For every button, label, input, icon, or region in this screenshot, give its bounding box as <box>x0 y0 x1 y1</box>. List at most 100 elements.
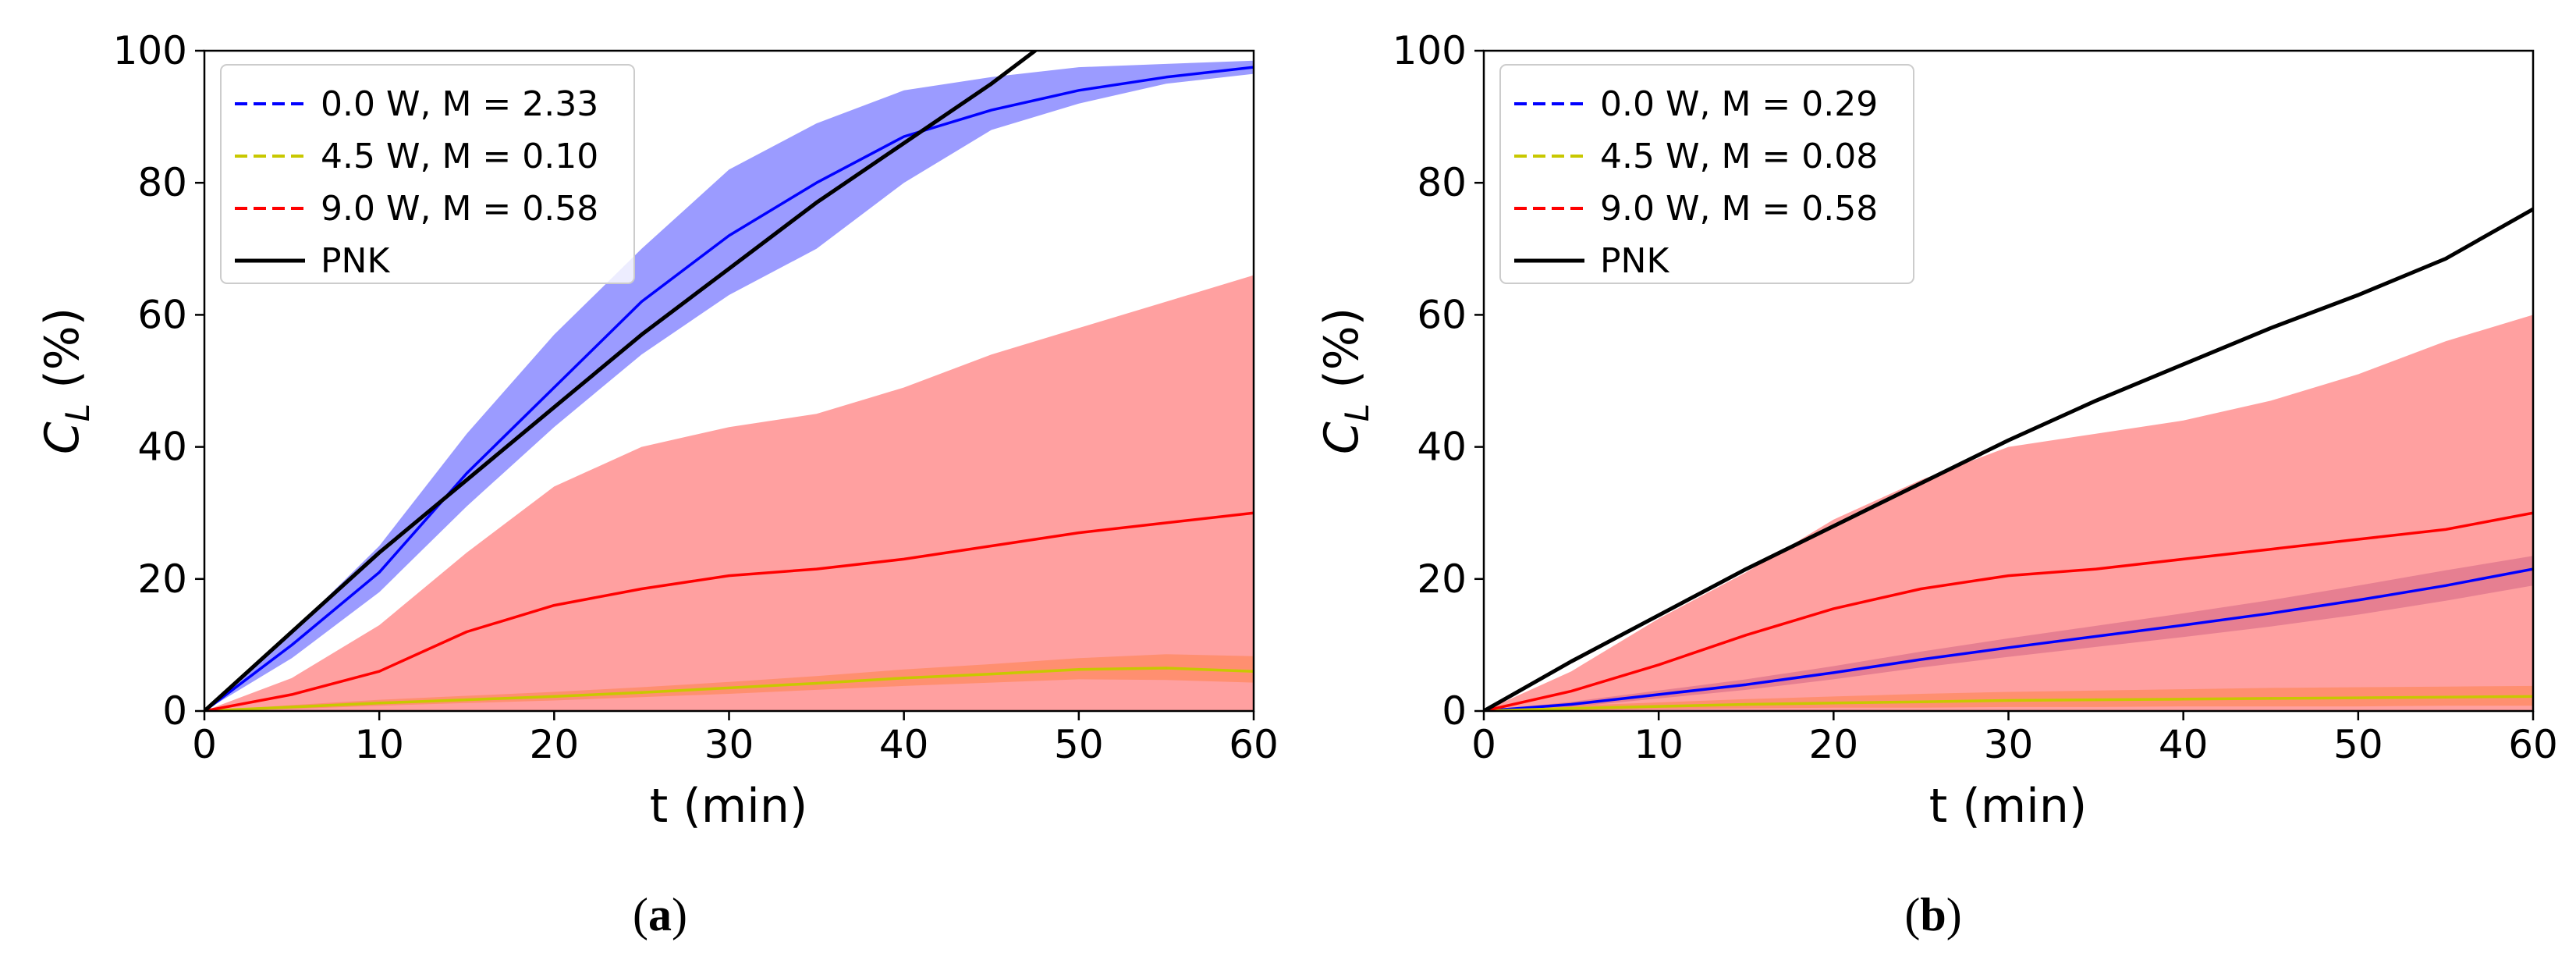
panel-b-point-series-2-3 <box>1745 634 1747 636</box>
panel-b-x-tick-label-3: 30 <box>1984 722 2034 767</box>
panel-b-point-series-2-9 <box>2269 548 2272 550</box>
panel-b-point-series-1-9 <box>2269 697 2272 699</box>
panel-a-point-series-1-3 <box>466 699 468 701</box>
panel-b-point-series-0-7 <box>2095 635 2097 638</box>
panel-b-point-series-1-6 <box>2007 699 2010 702</box>
panel-a-x-tick-label-6: 60 <box>1229 722 1279 767</box>
panel-a-point-series-1-4 <box>553 695 555 698</box>
panel-a-point-series-1-6 <box>728 687 730 689</box>
panel-b-point-series-1-7 <box>2095 699 2097 701</box>
panel-a-band-series-0 <box>204 60 1254 711</box>
panel-b-label-close: ) <box>1946 889 1962 940</box>
panel-b-legend-label-1: 4.5 W, M = 0.08 <box>1600 137 1878 176</box>
panel-b-point-series-2-4 <box>1833 607 1835 610</box>
panel-b-y-tick-label-2: 40 <box>1417 425 1467 470</box>
panel-a-label-letter: a <box>648 889 672 940</box>
panel-b-point-series-2-2 <box>1658 663 1660 666</box>
panel-b-x-tick-label-4: 40 <box>2159 722 2209 767</box>
panel-a-point-series-0-11 <box>1165 76 1167 78</box>
panel-a-legend-label-1: 4.5 W, M = 0.10 <box>321 137 598 176</box>
panel-b-point-series-2-5 <box>1920 588 1922 590</box>
panel-b-y-axis-label: CL (%) <box>1315 308 1376 454</box>
panel-b-label-letter: b <box>1920 889 1946 940</box>
panel-a-ticks: 0 10 20 30 40 50 60 0 20 40 60 80 100 <box>113 28 1279 767</box>
panel-a-point-series-1-10 <box>1077 668 1080 670</box>
panel-b-point-series-0-3 <box>1745 684 1747 686</box>
panel-a-point-series-2-9 <box>990 545 992 547</box>
panel-a-point-series-1-1 <box>291 706 293 708</box>
panel-b-y-tick-label-5: 100 <box>1393 28 1467 73</box>
panel-a-x-tick-label-5: 50 <box>1054 722 1104 767</box>
panel-b-point-series-2-6 <box>2007 574 2010 577</box>
panel-b-point-series-0-4 <box>1833 671 1835 674</box>
panel-a-point-series-2-2 <box>378 670 381 673</box>
panel-b-line-series-3 <box>1484 207 2533 711</box>
panel-a-legend-label-2: 9.0 W, M = 0.58 <box>321 189 598 229</box>
panel-a-y-tick-label-5: 100 <box>113 28 187 73</box>
panel-b-ticks: 0 10 20 30 40 50 60 0 20 40 60 80 100 <box>1393 28 2558 767</box>
panel-a-y-tick-label-0: 0 <box>162 688 187 734</box>
panel-b-y-axis-label-unit: (%) <box>1315 308 1369 404</box>
panel-a-point-series-0-9 <box>990 109 992 112</box>
panel-a-label-close: ) <box>672 889 687 940</box>
panel-a-y-tick-label-2: 40 <box>137 425 187 470</box>
panel-b-point-series-0-8 <box>2182 624 2184 627</box>
panel-b-x-tick-label-5: 50 <box>2333 722 2383 767</box>
panel-b-line-series-1 <box>1484 695 2533 711</box>
panel-a-point-series-1-7 <box>815 682 818 684</box>
panel-b-y-tick-label-3: 60 <box>1417 292 1467 337</box>
panel-a-band-series-2 <box>204 275 1254 711</box>
panel-a-y-tick-label-4: 80 <box>137 160 187 205</box>
panel-b-point-series-0-1 <box>1570 703 1573 706</box>
panel-a-point-series-1-11 <box>1165 667 1167 670</box>
panel-a-point-series-1-8 <box>903 677 905 679</box>
panel-b-y-axis-label-main: C <box>1315 421 1369 454</box>
panel-b-legend-label-3: PNK <box>1600 241 1669 281</box>
panel-a-point-series-0-8 <box>903 136 905 138</box>
panel-a-x-tick-label-3: 30 <box>704 722 754 767</box>
panel-a-point-series-0-5 <box>640 300 643 303</box>
panel-b-point-series-2-10 <box>2357 539 2359 541</box>
panel-a-point-series-2-5 <box>640 588 643 590</box>
panel-b-y-tick-label-0: 0 <box>1442 688 1467 734</box>
panel-a-legend: 0.0 W, M = 2.33 4.5 W, M = 0.10 9.0 W, M =… <box>220 64 635 284</box>
panel-a-line-series-3 <box>204 51 1038 711</box>
panel-b-y-tick-label-4: 80 <box>1417 160 1467 205</box>
panel-b-point-series-1-2 <box>1658 706 1660 708</box>
panel-a-label-open: ( <box>633 889 648 940</box>
panel-a-point-series-2-10 <box>1077 531 1080 534</box>
panel-a-y-axis-label-main: C <box>35 421 90 454</box>
panel-a-legend-label-3: PNK <box>321 241 390 281</box>
panel-b-legend-label-0: 0.0 W, M = 0.29 <box>1600 84 1878 124</box>
panel-b-point-series-1-5 <box>1920 701 1922 703</box>
panel-a-line-series-0 <box>204 66 1254 711</box>
panel-b-point-series-0-5 <box>1920 659 1922 661</box>
panel-b-line-series-2 <box>1484 511 2533 711</box>
panel-b-label-open: ( <box>1904 889 1920 940</box>
panel-b-point-series-1-11 <box>2444 696 2446 699</box>
panel-a-point-series-2-11 <box>1165 521 1167 524</box>
panel-b-x-tick-label-6: 60 <box>2508 722 2558 767</box>
panel-a-point-series-0-6 <box>728 234 730 236</box>
panel-b-point-series-0-9 <box>2269 612 2272 614</box>
panel-a-point-series-0-4 <box>553 386 555 389</box>
panel-a: 0 10 20 30 40 50 60 0 20 40 60 80 100 t (min) CL (%)… <box>35 28 1279 940</box>
panel-b-point-series-1-8 <box>2182 698 2184 700</box>
panel-b-axis-labels: t (min) CL (%) <box>1315 308 2087 834</box>
panel-a-point-series-2-1 <box>291 693 293 695</box>
panel-a-y-tick-label-3: 60 <box>137 292 187 337</box>
panel-b-point-series-2-8 <box>2182 558 2184 560</box>
panel-a-line-series-2 <box>204 511 1254 711</box>
panel-b-label: (b) <box>1904 889 1961 940</box>
panel-a-y-axis-label-unit: (%) <box>35 308 90 404</box>
panel-a-label: (a) <box>633 889 687 940</box>
panel-a-x-tick-label-0: 0 <box>192 722 217 767</box>
panel-a-legend-box <box>220 64 635 284</box>
panel-b-point-series-0-6 <box>2007 646 2010 649</box>
panel-b-point-series-1-1 <box>1570 707 1573 709</box>
panel-a-x-axis-label: t (min) <box>650 779 808 834</box>
panel-b: 0 10 20 30 40 50 60 0 20 40 60 80 100 t (min) CL (%)… <box>1315 28 2558 940</box>
panel-b-point-series-0-11 <box>2444 585 2446 587</box>
panel-a-bands <box>204 60 1254 711</box>
